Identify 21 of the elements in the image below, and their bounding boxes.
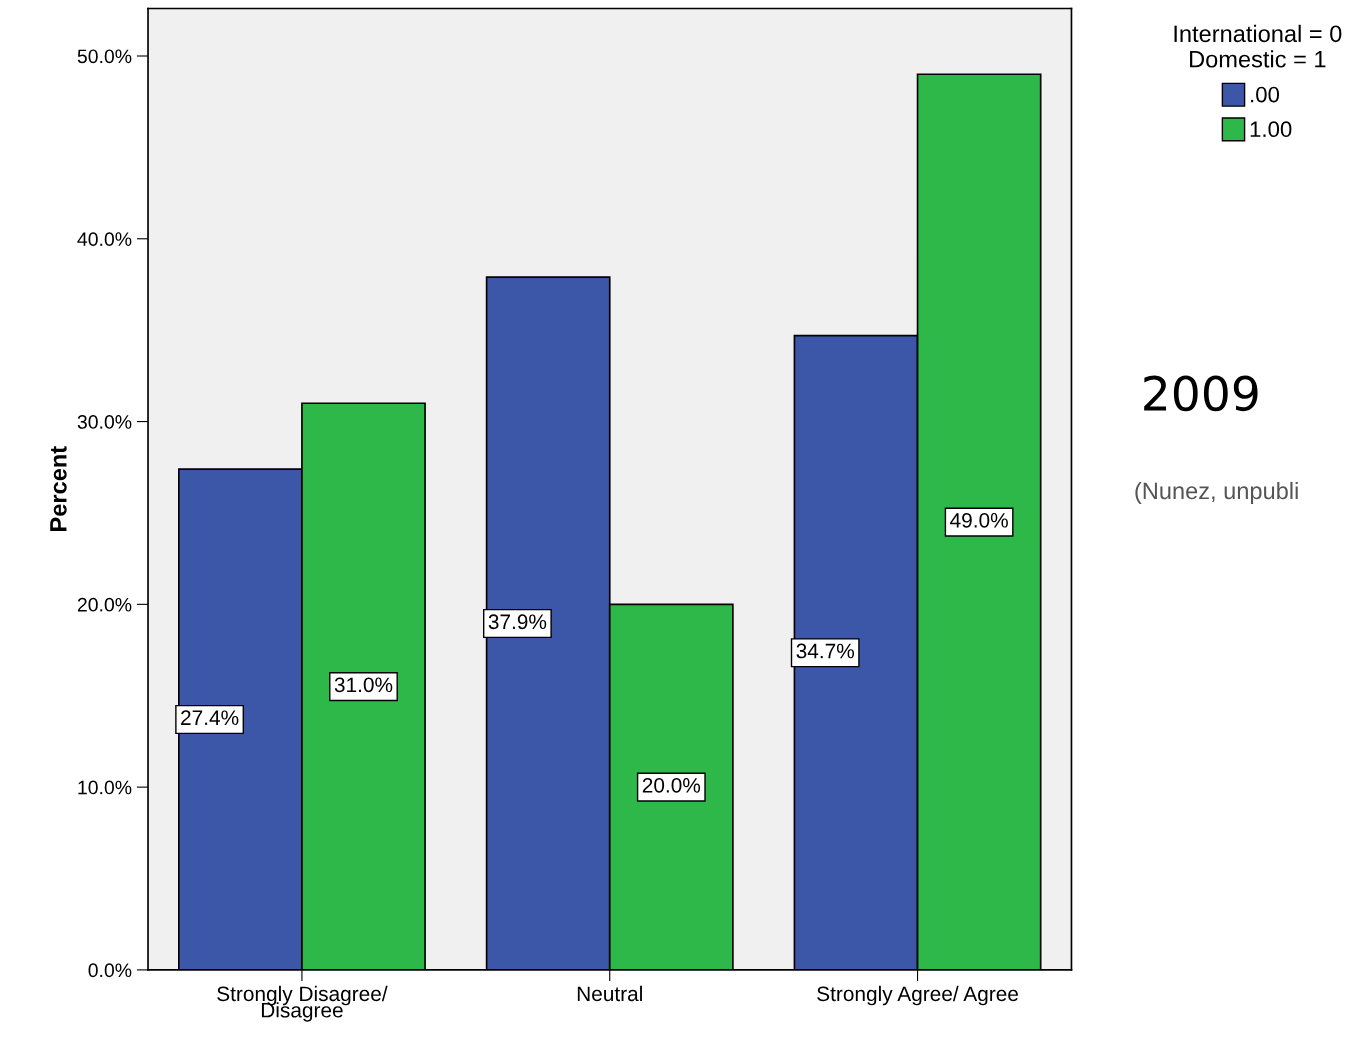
y-axis-title: Percent — [50, 446, 67, 531]
y-tick-label: 20.0% — [77, 597, 132, 612]
x-tick-label: Neutral — [577, 985, 642, 1002]
data-label: 27.4% — [181, 710, 239, 725]
y-tick-label: 0.0% — [88, 963, 132, 978]
data-label: 49.0% — [950, 512, 1008, 528]
y-tick-label: 50.0% — [77, 49, 132, 64]
legend-title: International = 0 Domestic = 1 — [1174, 24, 1342, 68]
data-label: 37.9% — [488, 614, 547, 630]
data-label: 31.0% — [334, 677, 393, 693]
legend-label: 1.00 — [1250, 121, 1292, 138]
x-tick-label: Strongly Disagree/ Disagree — [217, 985, 388, 1022]
legend-label: .00 — [1251, 86, 1280, 103]
data-label: 20.0% — [642, 777, 701, 793]
y-tick-label: 30.0% — [77, 415, 132, 429]
data-label: 34.7% — [796, 643, 855, 659]
y-tick-label: 10.0% — [78, 780, 132, 795]
text: (Nunez, unpubli — [1135, 481, 1298, 504]
x-tick-label: Strongly Agree/ Agree — [817, 985, 1018, 1006]
text: 2009 — [1144, 375, 1258, 412]
y-tick-label: 40.0% — [77, 232, 132, 247]
